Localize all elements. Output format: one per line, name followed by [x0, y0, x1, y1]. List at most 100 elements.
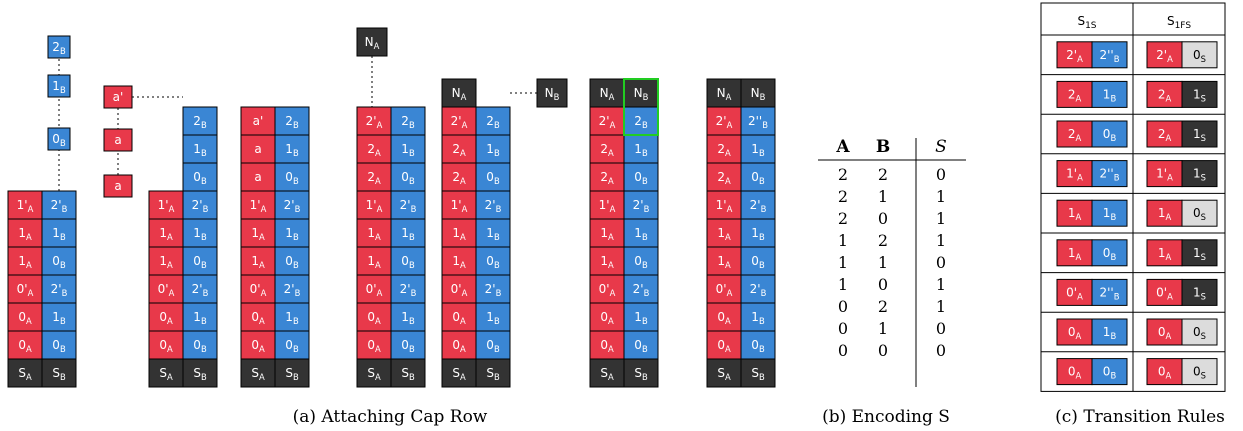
tile-label: a	[254, 170, 261, 184]
tile-rect	[182, 358, 218, 388]
tile-label: 1S	[1193, 285, 1206, 301]
tile-rect	[589, 190, 625, 220]
a-column-tile: 2A	[441, 134, 477, 164]
encoding-cell: 0	[838, 319, 848, 338]
tile-label: 1B	[751, 226, 765, 242]
tile-rect	[1091, 120, 1128, 148]
encoding-cell: 2	[838, 187, 848, 206]
tile-label: 1'A	[1156, 167, 1173, 183]
rule-output-s-tile: 1S	[1181, 278, 1218, 306]
tile-label: 1A	[159, 226, 173, 242]
b-column-tile: 2'B	[475, 190, 511, 220]
tile-label: 0A	[251, 310, 265, 326]
transition-rule: 0'A 2''B 0'A 1S	[1056, 278, 1218, 306]
tile-rect	[1056, 160, 1093, 188]
tile-label: 2B	[193, 114, 207, 130]
stack-5: SA 0A 0A 0'A 1A 1A 1'A 2A 2A 2'A NA SB 0B 1B 2'B 0B 1B 2'…	[441, 78, 568, 388]
tile-rect	[740, 274, 776, 304]
tile-label: 0A	[600, 310, 614, 326]
encoding-cell: 0	[878, 341, 888, 360]
a-column-tile: 1A	[441, 246, 477, 276]
b-column-tile: 0B	[274, 330, 310, 360]
a-column-tile: 0A	[148, 330, 184, 360]
rule-output-s-tile: 1S	[1181, 120, 1218, 148]
tile-rect	[182, 274, 218, 304]
tile-rect	[148, 358, 184, 388]
transition-rule: 2'A 2''B 2'A 0S	[1056, 41, 1218, 69]
tile-label: 2''B	[1100, 285, 1120, 301]
tile-label: 0'A	[250, 282, 267, 298]
tile-label: 0B	[193, 170, 207, 186]
tile-label: 1B	[285, 310, 299, 326]
tile-rect	[274, 106, 310, 136]
transition-rule: 0A 0B 0A 0S	[1056, 358, 1218, 386]
tile-label: 0'A	[17, 282, 34, 298]
tile-label: 2'B	[51, 198, 68, 214]
b-column-tile: 2B	[390, 106, 426, 136]
tile-rect	[475, 190, 511, 220]
tile-label: 1A	[159, 254, 173, 270]
tile-label: 2'A	[599, 114, 616, 130]
tile-label: 0B	[401, 254, 415, 270]
b-column-tile: SB	[475, 358, 511, 388]
tile-rect	[274, 190, 310, 220]
tile-label: 1B	[634, 142, 648, 158]
tile-label: 0A	[159, 338, 173, 354]
tile-rect	[706, 302, 742, 332]
b-column-tile: 2B	[623, 106, 659, 136]
b-column-tile: SB	[740, 358, 776, 388]
tile-rect	[1146, 120, 1183, 148]
tile-label: 2'A	[716, 114, 733, 130]
tile-rect	[740, 162, 776, 192]
tile-rect	[274, 302, 310, 332]
b-column-tile: 1B	[274, 134, 310, 164]
tile-label: 1A	[1158, 206, 1172, 222]
tile-rect	[390, 162, 426, 192]
tile-label: 2'B	[485, 282, 502, 298]
a-column-tile: 0A	[7, 330, 43, 360]
tile-rect	[41, 246, 77, 276]
tile-label: 1B	[193, 226, 207, 242]
a-column-tile: 2A	[706, 134, 742, 164]
a-column-tile: 0A	[356, 330, 392, 360]
tile-rect	[589, 302, 625, 332]
cap-a-tile: NA	[356, 27, 388, 57]
a-column-tile: 0'A	[356, 274, 392, 304]
tile-label: 0B	[1103, 246, 1117, 262]
b-column-tile: 2'B	[274, 190, 310, 220]
transition-rule: 1A 0B 1A 1S	[1056, 239, 1218, 267]
tile-label: 0B	[634, 254, 648, 270]
tile-rect	[103, 174, 133, 198]
rules-header: S1S	[1077, 14, 1096, 31]
tile-rect	[441, 106, 477, 136]
encoding-cell: 1	[936, 275, 946, 294]
tile-rect	[274, 218, 310, 248]
tile-rect	[706, 358, 742, 388]
a-column-tile: 0A	[240, 330, 276, 360]
tile-label: 1B	[1103, 325, 1117, 341]
tile-rect	[41, 190, 77, 220]
b-column-tile: 2'B	[623, 190, 659, 220]
tile-label: 1B	[193, 142, 207, 158]
encoding-cell: 1	[838, 231, 848, 250]
b-column-tile: 0B	[475, 246, 511, 276]
b-column-tile: 1B	[390, 134, 426, 164]
tile-rect	[1056, 199, 1093, 227]
a-column-tile: SA	[148, 358, 184, 388]
b-column-tile: 0B	[41, 330, 77, 360]
b-column-tile: 1B	[740, 218, 776, 248]
b-column-tile: 1B	[623, 302, 659, 332]
tile-label: 1A	[452, 226, 466, 242]
b-column-tile: 1B	[475, 218, 511, 248]
caption-b: (b) Encoding S	[822, 407, 950, 427]
a-column-tile: SA	[589, 358, 625, 388]
b-column-tile: 1B	[274, 218, 310, 248]
tile-rect	[7, 358, 43, 388]
tile-rect	[475, 246, 511, 276]
encoding-cell: 0	[936, 341, 946, 360]
a-column-tile: 0A	[7, 302, 43, 332]
rule-input-a-tile: 2'A	[1056, 41, 1093, 69]
tile-rect	[1181, 318, 1218, 346]
a-column-tile: 0A	[706, 302, 742, 332]
